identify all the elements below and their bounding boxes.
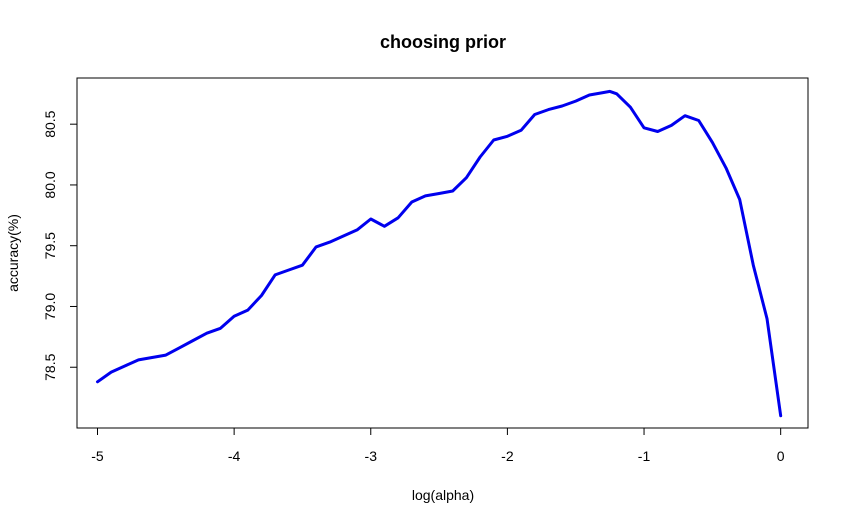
chart-title: choosing prior — [380, 32, 506, 52]
x-tick-label: -2 — [501, 448, 514, 464]
y-tick-label: 80.5 — [42, 110, 58, 137]
x-tick-label: -5 — [91, 448, 104, 464]
series-line — [96, 89, 783, 418]
x-tick-label: -3 — [365, 448, 378, 464]
x-tick-label: 0 — [777, 448, 785, 464]
x-axis: -5 -4 -3 -2 -1 0 — [91, 427, 785, 464]
y-tick-label: 80.0 — [42, 171, 58, 198]
x-axis-label: log(alpha) — [412, 487, 474, 503]
y-tick-label: 79.5 — [42, 232, 58, 259]
y-axis-label: accuracy(%) — [5, 214, 21, 292]
x-tick-label: -1 — [638, 448, 651, 464]
plot-frame — [76, 77, 809, 429]
y-axis: 78.5 79.0 79.5 80.0 80.5 — [42, 110, 78, 381]
y-tick-label: 78.5 — [42, 353, 58, 380]
y-tick-label: 79.0 — [42, 293, 58, 320]
x-tick-label: -4 — [228, 448, 241, 464]
